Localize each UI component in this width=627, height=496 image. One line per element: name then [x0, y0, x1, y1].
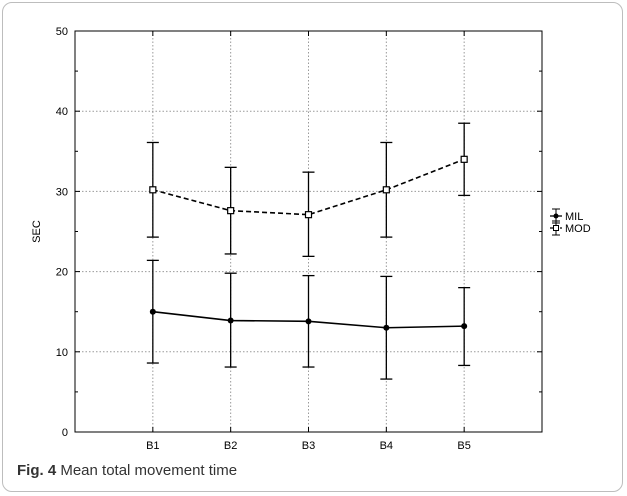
x-tick-label: B1 [146, 440, 159, 452]
data-point [149, 308, 156, 315]
series-layer [146, 122, 471, 380]
legend-label: MOD [565, 223, 591, 235]
legend-item-mod: MOD [550, 220, 591, 236]
series-mod [146, 122, 471, 258]
x-tick-label: B4 [380, 440, 393, 452]
figure-frame [2, 2, 623, 492]
y-tick-label: 30 [56, 186, 68, 198]
figure-caption: Fig. 4 Mean total movement time [17, 462, 237, 479]
y-tick-label: 10 [56, 347, 68, 359]
x-axis: B1 B2 B3 B4 B5 [146, 31, 471, 452]
legend-marker [553, 213, 559, 219]
data-point [227, 207, 235, 215]
y-tick-label: 0 [62, 427, 68, 439]
legend-item-mil: MIL [550, 208, 583, 224]
data-point [382, 186, 390, 194]
x-tick-label: B2 [224, 440, 237, 452]
data-point [227, 317, 234, 324]
y-tick-label: 20 [56, 267, 68, 279]
legend-marker [553, 225, 559, 231]
y-tick-label: 50 [56, 26, 68, 38]
caption-text: Mean total movement time [60, 462, 238, 479]
data-point [304, 211, 313, 219]
data-point [383, 324, 390, 331]
series-mil [146, 259, 471, 380]
data-point [149, 186, 157, 194]
series-line [152, 158, 465, 216]
data-point [461, 323, 468, 330]
y-axis: 0 10 20 30 40 50 [56, 26, 542, 439]
y-tick-label: 40 [56, 106, 68, 118]
x-tick-label: B3 [302, 440, 315, 452]
legend-label: MIL [565, 211, 583, 223]
data-point [460, 155, 468, 163]
data-point [305, 318, 312, 325]
y-axis-label: SEC [31, 220, 43, 243]
x-tick-label: B5 [457, 440, 470, 452]
caption-label: Fig. 4 [17, 462, 57, 479]
